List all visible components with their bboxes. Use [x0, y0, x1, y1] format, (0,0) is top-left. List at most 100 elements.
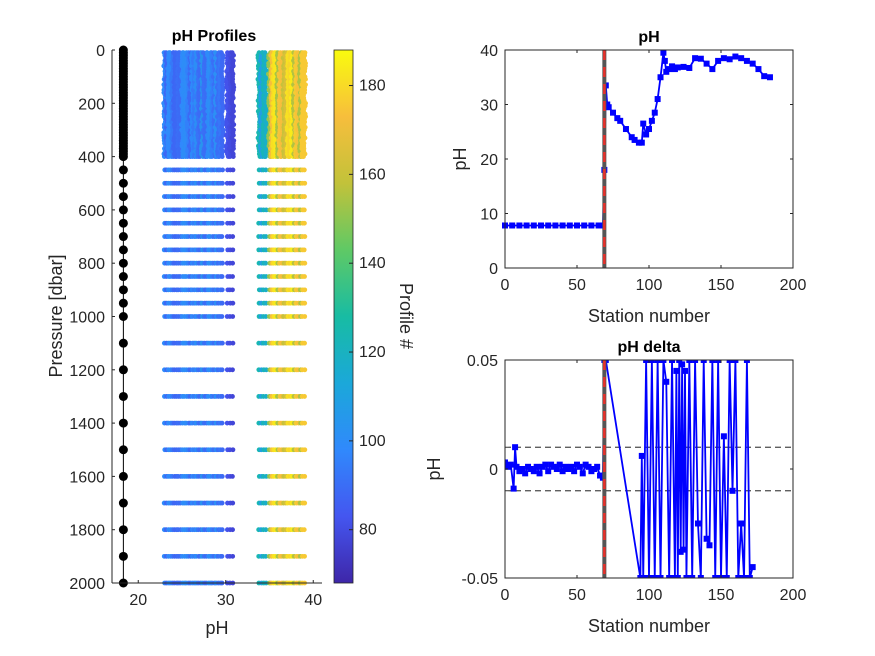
profile-point [220, 167, 225, 173]
profile-point [230, 474, 235, 479]
series-marker [749, 564, 756, 571]
series-marker [568, 463, 575, 470]
series-marker [749, 60, 756, 67]
series-marker [657, 575, 664, 578]
series-marker [512, 444, 519, 451]
x-tick-label: 0 [501, 587, 510, 604]
profile-point [302, 447, 308, 453]
series-marker [588, 222, 595, 229]
ph-profiles-xlabel: pH [205, 618, 228, 638]
series-marker [559, 468, 566, 475]
profile-point [219, 500, 225, 506]
reference-point [118, 272, 128, 282]
profile-point [230, 527, 235, 533]
x-tick-label: 40 [304, 592, 322, 609]
profile-point [302, 420, 308, 426]
profile-point [219, 447, 225, 453]
ph-delta-ylabel: pH [424, 457, 444, 480]
series-marker [579, 470, 586, 477]
x-tick-label: 200 [780, 277, 807, 294]
profile-point [263, 420, 269, 426]
y-tick-label: 0 [489, 261, 498, 278]
series-marker [738, 520, 745, 527]
colorbar-tick-label: 120 [359, 344, 386, 361]
series-marker [694, 520, 701, 527]
reference-profile-markers [118, 45, 128, 588]
reference-point [118, 471, 128, 481]
series-marker [726, 56, 733, 63]
x-tick-label: 100 [636, 587, 663, 604]
series-marker [674, 64, 681, 71]
profile-point [301, 154, 306, 160]
series-marker [651, 575, 658, 578]
series-marker [738, 55, 745, 62]
profile-point [230, 553, 236, 559]
profile-colorbar: 80 100 120 140 160 180 Profile # [333, 49, 416, 584]
profile-point [230, 300, 236, 306]
series-marker [673, 367, 680, 374]
y-tick-label: 1800 [69, 523, 105, 540]
profile-point [230, 167, 236, 173]
series-marker [720, 433, 727, 440]
ph-plot-area [505, 50, 793, 268]
ph-delta-xlabel: Station number [588, 616, 710, 636]
profile-point [263, 500, 269, 506]
profile-point [219, 220, 225, 226]
profile-point [219, 553, 225, 559]
ph-profiles-title: pH Profiles [172, 28, 257, 45]
series-marker [669, 360, 676, 363]
series-marker [692, 55, 699, 62]
series-marker [622, 126, 629, 133]
series-marker [516, 222, 523, 229]
series-marker [556, 461, 563, 468]
reference-point [118, 298, 128, 308]
series-marker [507, 461, 514, 468]
series-marker [617, 117, 624, 124]
x-tick-label: 20 [129, 592, 147, 609]
profile-point [302, 474, 308, 479]
ph-delta-title: pH delta [617, 339, 680, 356]
series-marker [640, 575, 647, 578]
profile-point [263, 194, 269, 199]
series-marker [648, 360, 655, 363]
series-marker [513, 463, 520, 470]
profile-point [219, 420, 225, 426]
ph-profiles-ticks: 0 200 400 600 800 1000 1200 1400 1600 1800 2000 20 3… [69, 43, 322, 609]
reference-point [118, 418, 128, 428]
profile-point [302, 274, 307, 279]
series-marker [533, 463, 540, 470]
y-tick-label: 800 [78, 256, 105, 273]
profile-point [301, 167, 307, 173]
series-marker [732, 360, 739, 363]
series-marker [709, 66, 716, 73]
profile-point [263, 207, 269, 213]
reference-point [118, 245, 128, 255]
profile-point [219, 474, 225, 479]
profile-point [230, 180, 236, 186]
profile-point [227, 154, 233, 160]
profile-point [230, 207, 236, 213]
series-marker [682, 367, 688, 374]
series-marker [726, 360, 733, 363]
y-tick-label: 30 [480, 98, 498, 115]
series-marker [594, 463, 601, 470]
x-tick-label: 0 [501, 277, 510, 294]
series-marker [657, 74, 664, 81]
series-marker [545, 468, 552, 475]
series-marker [686, 360, 693, 363]
series-marker [709, 360, 716, 363]
profile-point [230, 500, 236, 506]
reference-point [118, 338, 128, 348]
series-marker [638, 139, 645, 146]
series-marker [574, 222, 580, 229]
series-marker [755, 66, 762, 73]
series-marker [674, 575, 681, 578]
series-marker [651, 109, 658, 116]
profile-point [219, 274, 225, 279]
series-marker [680, 546, 687, 553]
y-tick-label: 20 [480, 152, 498, 169]
series-marker [741, 575, 748, 578]
y-tick-label: 1400 [69, 416, 105, 433]
